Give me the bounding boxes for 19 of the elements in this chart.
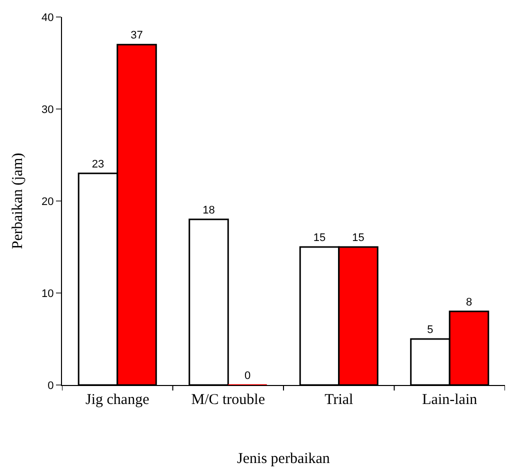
- data-label: 0: [244, 370, 251, 382]
- y-tick-label: 10: [42, 288, 54, 300]
- data-label: 5: [427, 324, 434, 336]
- x-tick-label: Trial: [324, 392, 354, 408]
- data-label: 15: [313, 232, 326, 244]
- x-axis-title: Jenis perbaikan: [237, 451, 330, 467]
- data-label: 18: [202, 204, 215, 216]
- y-tick-label: 30: [42, 104, 54, 116]
- x-tick-label: Jig change: [86, 392, 150, 408]
- data-label: 8: [466, 296, 472, 308]
- y-tick-label: 0: [48, 380, 54, 392]
- y-axis-title: Perbaikan (jam): [10, 152, 26, 250]
- y-tick-label: 20: [42, 196, 54, 208]
- data-label: 37: [130, 30, 143, 42]
- x-tick-label: M/C trouble: [191, 392, 266, 408]
- data-label: 15: [352, 232, 364, 244]
- x-tick-label: Lain-lain: [422, 392, 478, 408]
- y-tick-label: 40: [42, 12, 54, 24]
- data-label: 23: [92, 158, 104, 170]
